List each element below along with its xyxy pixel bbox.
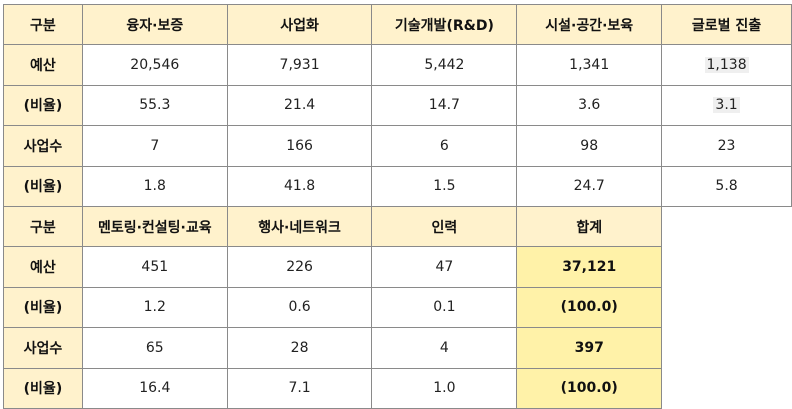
table-cell: 7,931 bbox=[226, 44, 373, 86]
table-cell: 451 bbox=[81, 246, 228, 288]
cell-text: 3.1 bbox=[713, 97, 740, 114]
table-row: (비율) 1.8 41.8 1.5 24.7 5.8 bbox=[3, 165, 792, 207]
table-cell: 7.1 bbox=[226, 367, 373, 409]
table-cell: 4 bbox=[371, 327, 518, 369]
table-row: (비율) 16.4 7.1 1.0 (100.0) bbox=[3, 367, 792, 409]
table-cell: 14.7 bbox=[371, 84, 518, 127]
row-label: (비율) bbox=[3, 165, 83, 207]
table-cell: 166 bbox=[226, 125, 373, 167]
table-cell: 41.8 bbox=[226, 165, 373, 207]
row-label: 사업수 bbox=[3, 327, 83, 369]
empty-cell bbox=[661, 205, 792, 409]
header-cell-rnd: 기술개발(R&D) bbox=[371, 3, 518, 46]
table-row: 예산 451 226 47 37,121 bbox=[3, 246, 792, 288]
table-cell: 16.4 bbox=[81, 367, 228, 409]
table-cell: 1.8 bbox=[81, 165, 228, 207]
table-cell: 7 bbox=[81, 125, 228, 167]
table-cell: 24.7 bbox=[516, 165, 663, 207]
table-cell: 28 bbox=[226, 327, 373, 369]
table-cell: 1,138 bbox=[661, 44, 792, 86]
budget-table: 구분 융자·보증 사업화 기술개발(R&D) 시설·공간·보육 글로벌 진출 예… bbox=[3, 3, 792, 409]
table-cell: 5,442 bbox=[371, 44, 518, 86]
bottom-header-row: 구분 멘토링·컨설팅·교육 행사·네트워크 인력 합계 bbox=[3, 205, 792, 409]
table-cell: 1.0 bbox=[371, 367, 518, 409]
header-cell-global: 글로벌 진출 bbox=[661, 3, 792, 46]
header-cell-total: 합계 bbox=[516, 205, 663, 248]
table-cell: 3.6 bbox=[516, 84, 663, 127]
table-cell: 55.3 bbox=[81, 84, 228, 127]
table-cell: 21.4 bbox=[226, 84, 373, 127]
row-label: 예산 bbox=[3, 246, 83, 288]
table-cell: 20,546 bbox=[81, 44, 228, 86]
row-label: 예산 bbox=[3, 44, 83, 86]
header-cell-category: 구분 bbox=[3, 3, 83, 46]
table-cell: 98 bbox=[516, 125, 663, 167]
table-cell: 3.1 bbox=[661, 84, 792, 127]
row-label: (비율) bbox=[3, 84, 83, 127]
table-row: (비율) 1.2 0.6 0.1 (100.0) bbox=[3, 286, 792, 329]
row-label: 사업수 bbox=[3, 125, 83, 167]
table-cell: 226 bbox=[226, 246, 373, 288]
row-label: (비율) bbox=[3, 367, 83, 409]
table-cell: 1,341 bbox=[516, 44, 663, 86]
total-cell: (100.0) bbox=[516, 286, 663, 329]
table-cell: 0.1 bbox=[371, 286, 518, 329]
header-cell-events: 행사·네트워크 bbox=[226, 205, 373, 248]
header-cell-mentoring: 멘토링·컨설팅·교육 bbox=[81, 205, 228, 248]
total-cell: 37,121 bbox=[516, 246, 663, 288]
header-cell-category: 구분 bbox=[3, 205, 83, 248]
total-cell: 397 bbox=[516, 327, 663, 369]
table-row: 사업수 7 166 6 98 23 bbox=[3, 125, 792, 167]
table-row: 사업수 65 28 4 397 bbox=[3, 327, 792, 369]
table-cell: 1.5 bbox=[371, 165, 518, 207]
header-cell-facility: 시설·공간·보육 bbox=[516, 3, 663, 46]
top-header-row: 구분 융자·보증 사업화 기술개발(R&D) 시설·공간·보육 글로벌 진출 bbox=[3, 3, 792, 46]
table-cell: 65 bbox=[81, 327, 228, 369]
cell-text: 1,138 bbox=[704, 57, 749, 74]
table-row: 예산 20,546 7,931 5,442 1,341 1,138 bbox=[3, 44, 792, 86]
table-cell: 23 bbox=[661, 125, 792, 167]
table-cell: 1.2 bbox=[81, 286, 228, 329]
table-row: (비율) 55.3 21.4 14.7 3.6 3.1 bbox=[3, 84, 792, 127]
header-cell-commercialization: 사업화 bbox=[226, 3, 373, 46]
header-cell-workforce: 인력 bbox=[371, 205, 518, 248]
header-cell-loan-guarantee: 융자·보증 bbox=[81, 3, 228, 46]
table-cell: 47 bbox=[371, 246, 518, 288]
table-cell: 5.8 bbox=[661, 165, 792, 207]
table-cell: 6 bbox=[371, 125, 518, 167]
table-cell: 0.6 bbox=[226, 286, 373, 329]
budget-table-container: 구분 융자·보증 사업화 기술개발(R&D) 시설·공간·보육 글로벌 진출 예… bbox=[3, 3, 792, 409]
total-cell: (100.0) bbox=[516, 367, 663, 409]
row-label: (비율) bbox=[3, 286, 83, 329]
